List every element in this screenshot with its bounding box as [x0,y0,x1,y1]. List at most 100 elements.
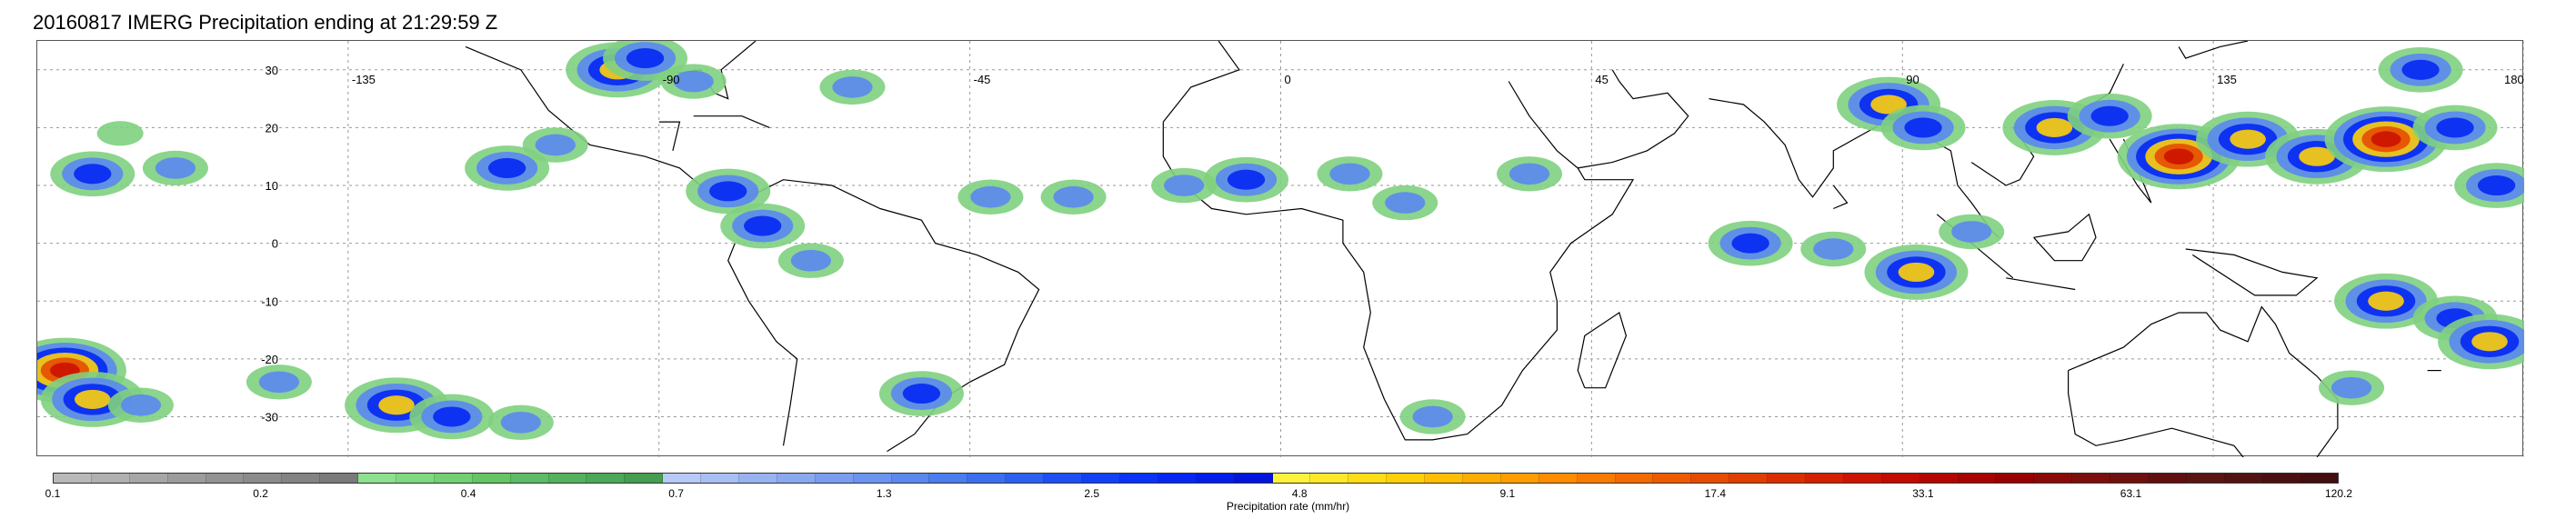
colorbar-tick-label: 0.2 [253,487,268,500]
colorbar-swatch [1881,474,1920,483]
colorbar-swatch [548,474,587,483]
colorbar-swatch [1310,474,1349,483]
colorbar-swatch [2034,474,2073,483]
colorbar-swatch [320,474,359,483]
precip-cell [2036,117,2073,137]
precip-cell [2230,129,2266,149]
colorbar-tick-label: 63.1 [2120,487,2142,500]
lon-tick-label: -90 [663,73,680,86]
precip-cell [74,164,112,185]
colorbar-tick-label: 2.5 [1084,487,1100,500]
colorbar-swatch [1500,474,1539,483]
precip-cell [673,70,714,93]
map-panel: 30 20 10 0 -10 -20 -30 -135 -90 -45 0 45 90 135 180 [36,40,2524,457]
precip-cell [2477,175,2516,196]
precip-cell [535,134,576,156]
precip-cell [1227,169,1266,190]
lat-tick-label: -30 [261,410,278,424]
lon-tick-label: 90 [1906,73,1919,86]
colorbar-swatch [205,474,245,483]
lon-tick-label: -135 [352,73,376,86]
colorbar-swatch [1119,474,1158,483]
colorbar-swatch [358,474,397,483]
colorbar-swatch [2262,474,2301,483]
precip-cell [96,121,144,146]
lon-tick-label: -45 [974,73,991,86]
precip-cell [626,48,665,69]
map-title: 20160817 IMERG Precipitation ending at 2… [33,11,498,34]
coastline [2185,248,2319,296]
colorbar-swatch [1539,474,1578,483]
precip-cell [155,157,196,179]
colorbar-swatch [2300,474,2339,483]
precip-cell [120,394,162,416]
precip-cell [1813,238,1854,260]
colorbar-swatch [1234,474,1273,483]
colorbar-swatch [815,474,854,483]
precip-cell [2401,59,2440,80]
lat-tick-label: -10 [261,294,278,308]
colorbar-swatch [1006,474,1045,483]
colorbar-swatch [1919,474,1959,483]
precip-cell [1412,405,1453,428]
precip-cell [970,185,1011,208]
colorbar-swatch [2224,474,2263,483]
coastline [658,121,681,152]
colorbar-tick-label: 1.3 [876,487,892,500]
lon-tick-label: 180 [2504,73,2524,86]
precip-cell [487,157,526,178]
colorbar-swatch [1729,474,1769,483]
colorbar-swatch [1691,474,1730,483]
colorbar-swatch [2148,474,2187,483]
precip-cell [1904,117,1942,138]
colorbar-swatch [891,474,930,483]
coastline [2178,41,2249,59]
coastline [1832,185,1849,210]
coastline [1577,312,1628,389]
precip-cell [2299,146,2335,166]
colorbar-swatch [1462,474,1501,483]
precip-cell [1870,95,1907,115]
colorbar-swatch [1425,474,1463,483]
precipitation-map: 30 20 10 0 -10 -20 -30 -135 -90 -45 0 45 90 135 180 [37,41,2524,457]
colorbar-tick-label: 17.4 [1704,487,1727,500]
lon-tick-label: 0 [1285,73,1291,86]
precip-cell [433,406,471,427]
colorbar-tick-label: 0.4 [460,487,476,500]
colorbar-swatch [1996,474,2035,483]
coastline [2033,213,2097,262]
precip-cell [1898,262,1935,283]
precip-cell [2330,376,2372,399]
colorbar-swatch [244,474,283,483]
colorbar-swatch [54,474,92,483]
lat-tick-label: 30 [266,64,278,77]
precip-cell [1385,192,1426,214]
precip-cell [1163,175,1205,196]
colorbar-swatch [1768,474,1806,483]
lon-tick-label: 45 [1595,73,1608,86]
precip-cell [258,371,300,394]
precip-cell [902,384,941,404]
coastline [693,115,770,128]
colorbar-swatch [396,474,435,483]
colorbar-swatch [853,474,892,483]
precip-cell [709,181,747,202]
colorbar-swatch [2186,474,2225,483]
precip-cell [2368,291,2404,311]
lat-tick-label: -20 [261,353,278,366]
colorbar-swatch [586,474,626,483]
colorbar-swatch [434,474,473,483]
colorbar-swatch [510,474,549,483]
colorbar-tick-label: 0.1 [45,487,61,500]
colorbar-swatch [1958,474,1997,483]
precip-cell [744,215,782,236]
colorbar-swatch [663,474,702,483]
colorbar-swatch [282,474,321,483]
colorbar-swatch [1615,474,1654,483]
colorbar-tick-label: 120.2 [2324,487,2353,500]
colorbar-tick-label: 0.7 [668,487,684,500]
precip-cell [378,395,415,415]
colorbar-swatch [472,474,511,483]
colorbar-swatch [929,474,968,483]
colorbar-swatch [1082,474,1120,483]
